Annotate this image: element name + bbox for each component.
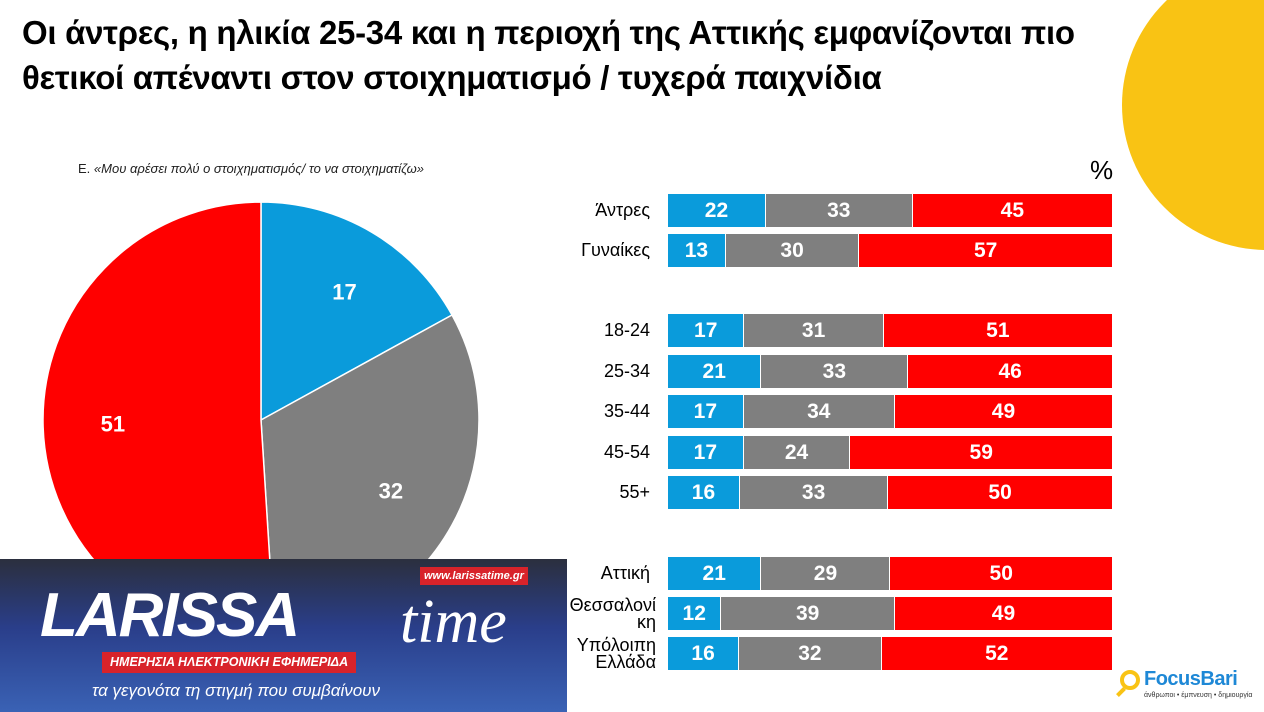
bar-category-label: Γυναίκες — [581, 240, 650, 260]
bar-segment-blue: 17 — [668, 395, 744, 428]
bar-segment-red: 51 — [883, 314, 1113, 347]
bar-segment-blue: 21 — [668, 557, 762, 590]
bar-segment-gray: 39 — [721, 597, 895, 630]
stacked-bar: 13 30 57 — [668, 234, 1113, 267]
bar-segment-blue: 16 — [668, 476, 740, 509]
page-title: Οι άντρες, η ηλικία 25-34 και η περιοχή … — [22, 14, 1075, 96]
bar-category-label: 55+ — [619, 482, 650, 502]
focus-name: FocusBari — [1144, 668, 1238, 690]
logo-banner: ΗΜΕΡΗΣΙΑ ΗΛΕΚΤΡΟΝΙΚΗ ΕΦΗΜΕΡΙΔΑ — [102, 652, 357, 673]
magnifier-icon — [1120, 670, 1140, 690]
bar-segment-blue: 17 — [668, 314, 745, 347]
stacked-bar: 17 24 59 — [668, 436, 1113, 469]
bar-category-label: 25-34 — [603, 361, 650, 381]
bar-category-label: Υπόλοιπη Ελλάδα — [576, 635, 656, 672]
bar-segment-red: 57 — [859, 234, 1113, 267]
stacked-bar: 17 34 49 — [668, 395, 1113, 428]
question-text: «Μου αρέσει πολύ ο στοιχηματισμός/ το να… — [93, 161, 424, 176]
bar-segment-red: 49 — [894, 597, 1113, 630]
bar-segment-red: 46 — [908, 355, 1113, 388]
bar-segment-gray: 33 — [765, 194, 913, 227]
pie-value-label: 51 — [101, 412, 125, 437]
pie-slice — [260, 201, 454, 422]
stacked-bar: 16 32 52 — [668, 637, 1113, 670]
bar-segment-blue: 12 — [668, 597, 722, 630]
magnifier-handle — [1116, 687, 1126, 697]
bar-category-label: 18-24 — [603, 320, 650, 340]
bar-category-label: Θεσσαλονίκη — [569, 595, 656, 632]
question-prefix: Ε. — [78, 161, 91, 176]
bar-segment-blue: 16 — [668, 637, 740, 670]
bar-segment-red: 59 — [850, 436, 1113, 469]
stacked-bar: 22 33 45 — [668, 194, 1113, 227]
logo-url: www.larissatime.gr — [420, 567, 528, 585]
bar-segment-gray: 32 — [739, 637, 882, 670]
bar-segment-gray: 34 — [743, 395, 895, 428]
bar-segment-gray: 30 — [725, 234, 860, 267]
bar-segment-red: 45 — [912, 194, 1113, 227]
logo-brand: LARISSA — [40, 581, 300, 650]
bar-segment-red: 52 — [881, 637, 1113, 670]
bar-segment-gray: 31 — [744, 314, 884, 347]
pie-value-label: 17 — [332, 279, 356, 304]
bar-category-label: Άντρες — [595, 200, 650, 220]
bar-segment-gray: 33 — [761, 355, 909, 388]
bar-segment-red: 50 — [888, 476, 1113, 509]
bar-segment-gray: 29 — [761, 557, 891, 590]
bar-segment-blue: 17 — [668, 436, 744, 469]
stacked-bar: 16 33 50 — [668, 476, 1113, 509]
focus-tagline: άνθρωποι • έμπνευση • δημιουργία — [1144, 692, 1253, 699]
unit-label: % — [1090, 155, 1114, 185]
bar-segment-blue: 13 — [668, 234, 726, 267]
bar-segment-blue: 21 — [668, 355, 762, 388]
bar-category-label: Αττική — [600, 563, 650, 583]
bar-segment-red: 49 — [894, 395, 1113, 428]
stacked-bar: 21 33 46 — [668, 355, 1113, 388]
stacked-bar: 21 29 50 — [668, 557, 1113, 590]
bar-category-label: 45-54 — [603, 442, 650, 462]
larissatime-logo: LARISSA time www.larissatime.gr ΗΜΕΡΗΣΙΑ… — [0, 559, 567, 712]
stacked-bar: 12 39 49 — [668, 597, 1113, 630]
stacked-bar: 17 31 51 — [668, 314, 1113, 347]
question-subtitle: Ε. «Μου αρέσει πολύ ο στοιχηματισμός/ το… — [78, 161, 424, 176]
bar-segment-red: 50 — [890, 557, 1113, 590]
focusbari-logo: FocusBari άνθρωποι • έμπνευση • δημιουργ… — [1116, 668, 1264, 712]
logo-tagline: τα γεγονότα τη στιγμή που συμβαίνουν — [92, 681, 381, 700]
pie-chart: 17 32 51 — [42, 201, 480, 639]
pie-value-label: 32 — [379, 478, 403, 503]
bar-category-label: 35-44 — [603, 401, 650, 421]
bar-segment-gray: 33 — [739, 476, 889, 509]
bar-segment-blue: 22 — [668, 194, 766, 227]
bar-segment-gray: 24 — [743, 436, 851, 469]
logo-brand-time: time — [400, 588, 507, 656]
decorative-circle — [1122, 0, 1264, 250]
